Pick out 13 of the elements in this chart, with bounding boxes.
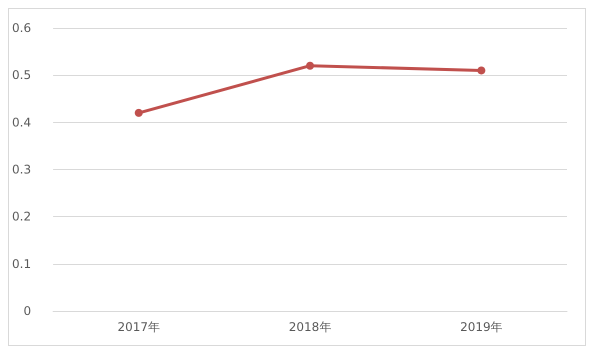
y-tick-label: 0: [23, 304, 32, 318]
x-tick-label: 2017年: [117, 320, 160, 334]
y-tick-label: 0.5: [12, 68, 32, 82]
point: [477, 66, 486, 74]
point: [134, 108, 143, 117]
y-tick-label: 0.2: [12, 210, 32, 224]
x-tick-label: 2019年: [460, 320, 503, 334]
point: [306, 62, 314, 70]
y-tick-label: 0.6: [12, 21, 32, 35]
y-tick-label: 0.4: [12, 115, 32, 130]
x-tick-label: 2018年: [288, 320, 332, 334]
y-tick-label: 0.1: [12, 256, 32, 271]
y-tick-label: 0.3: [12, 162, 32, 176]
